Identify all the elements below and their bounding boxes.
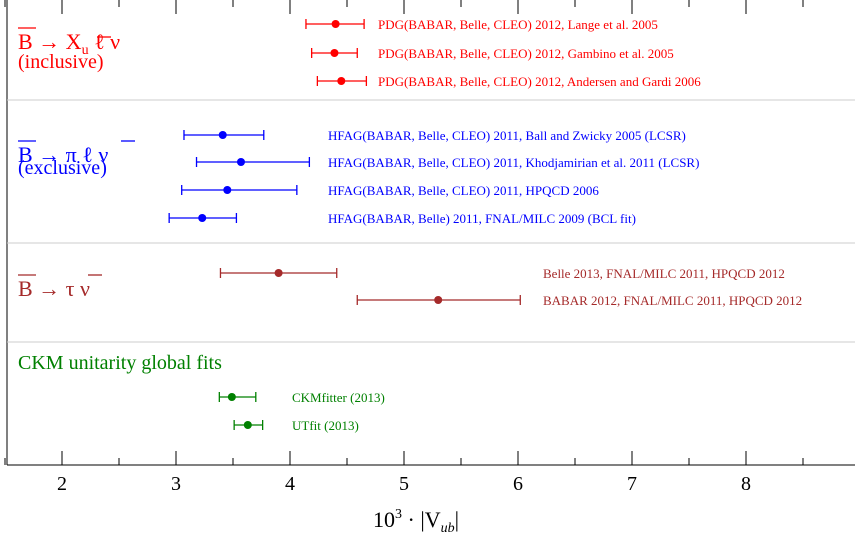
central-value-point <box>331 20 340 28</box>
series-label: HFAG(BABAR, Belle, CLEO) 2011, Khodjamir… <box>328 155 699 170</box>
x-axis-ticks <box>4 0 804 465</box>
series-label: HFAG(BABAR, Belle, CLEO) 2011, Ball and … <box>328 128 686 143</box>
central-value-point <box>218 131 227 139</box>
x-tick-label: 4 <box>285 473 295 495</box>
series-row: CKMfitter (2013) <box>218 390 385 405</box>
central-value-point <box>223 186 232 194</box>
central-value-point <box>243 421 252 429</box>
series-row: Belle 2013, FNAL/MILC 2011, HPQCD 2012 <box>219 266 785 281</box>
x-tick-label: 3 <box>171 473 181 495</box>
group-tau: B → τ ν <box>18 274 102 301</box>
series-row: PDG(BABAR, Belle, CLEO) 2012, Gambino et… <box>311 46 674 61</box>
group-ckm-label: CKM unitarity global fits <box>18 352 222 374</box>
series-label: UTfit (2013) <box>292 418 359 433</box>
series-row: PDG(BABAR, Belle, CLEO) 2012, Lange et a… <box>305 17 658 32</box>
central-value-point <box>337 77 346 85</box>
x-tick-label: 7 <box>627 473 637 495</box>
x-tick-label: 5 <box>399 473 409 495</box>
central-value-point <box>227 393 236 401</box>
central-value-point <box>330 49 339 57</box>
x-axis-tick-labels: 2 3 4 5 6 7 8 <box>57 473 751 495</box>
group-exclusive: B → π ℓ ν (exclusive) <box>18 140 135 179</box>
central-value-point <box>274 269 283 277</box>
group-inclusive-label: B → Xu ℓ ν <box>18 29 120 58</box>
plot-frame <box>6 0 855 466</box>
series-row: HFAG(BABAR, Belle, CLEO) 2011, HPQCD 200… <box>181 183 599 198</box>
group-ckm: CKM unitarity global fits <box>18 352 222 374</box>
group-exclusive-label2: (exclusive) <box>18 157 107 179</box>
central-value-point <box>236 158 245 166</box>
x-tick-label: 8 <box>741 473 751 495</box>
x-tick-label: 6 <box>513 473 523 495</box>
series-label: PDG(BABAR, Belle, CLEO) 2012, Gambino et… <box>378 46 674 61</box>
series-row: HFAG(BABAR, Belle, CLEO) 2011, Ball and … <box>183 128 686 143</box>
group-inclusive: B → Xu ℓ ν (inclusive) <box>18 27 120 73</box>
central-value-point <box>198 214 207 222</box>
series-layer: PDG(BABAR, Belle, CLEO) 2012, Lange et a… <box>168 17 802 433</box>
x-axis-label: 103 · |Vub| <box>373 507 459 536</box>
group-exclusive-label: B → π ℓ ν <box>18 142 108 167</box>
series-label: HFAG(BABAR, Belle, CLEO) 2011, HPQCD 200… <box>328 183 599 198</box>
series-row: PDG(BABAR, Belle, CLEO) 2012, Andersen a… <box>316 74 701 89</box>
series-row: BABAR 2012, FNAL/MILC 2011, HPQCD 2012 <box>356 293 802 308</box>
group-inclusive-label2: (inclusive) <box>18 51 104 73</box>
group-tau-label: B → τ ν <box>18 276 90 301</box>
series-label: PDG(BABAR, Belle, CLEO) 2012, Andersen a… <box>378 74 701 89</box>
x-tick-label: 2 <box>57 473 67 495</box>
series-row: HFAG(BABAR, Belle) 2011, FNAL/MILC 2009 … <box>168 211 636 226</box>
series-label: Belle 2013, FNAL/MILC 2011, HPQCD 2012 <box>543 266 785 281</box>
series-row: HFAG(BABAR, Belle, CLEO) 2011, Khodjamir… <box>195 155 699 170</box>
series-row: UTfit (2013) <box>233 418 359 433</box>
series-label: HFAG(BABAR, Belle) 2011, FNAL/MILC 2009 … <box>328 211 636 226</box>
series-label: BABAR 2012, FNAL/MILC 2011, HPQCD 2012 <box>543 293 802 308</box>
series-label: CKMfitter (2013) <box>292 390 385 405</box>
central-value-point <box>434 296 443 304</box>
series-label: PDG(BABAR, Belle, CLEO) 2012, Lange et a… <box>378 17 658 32</box>
